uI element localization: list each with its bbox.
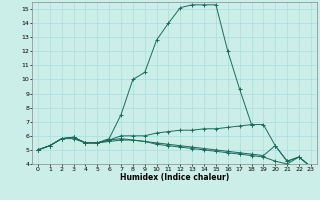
X-axis label: Humidex (Indice chaleur): Humidex (Indice chaleur) bbox=[120, 173, 229, 182]
